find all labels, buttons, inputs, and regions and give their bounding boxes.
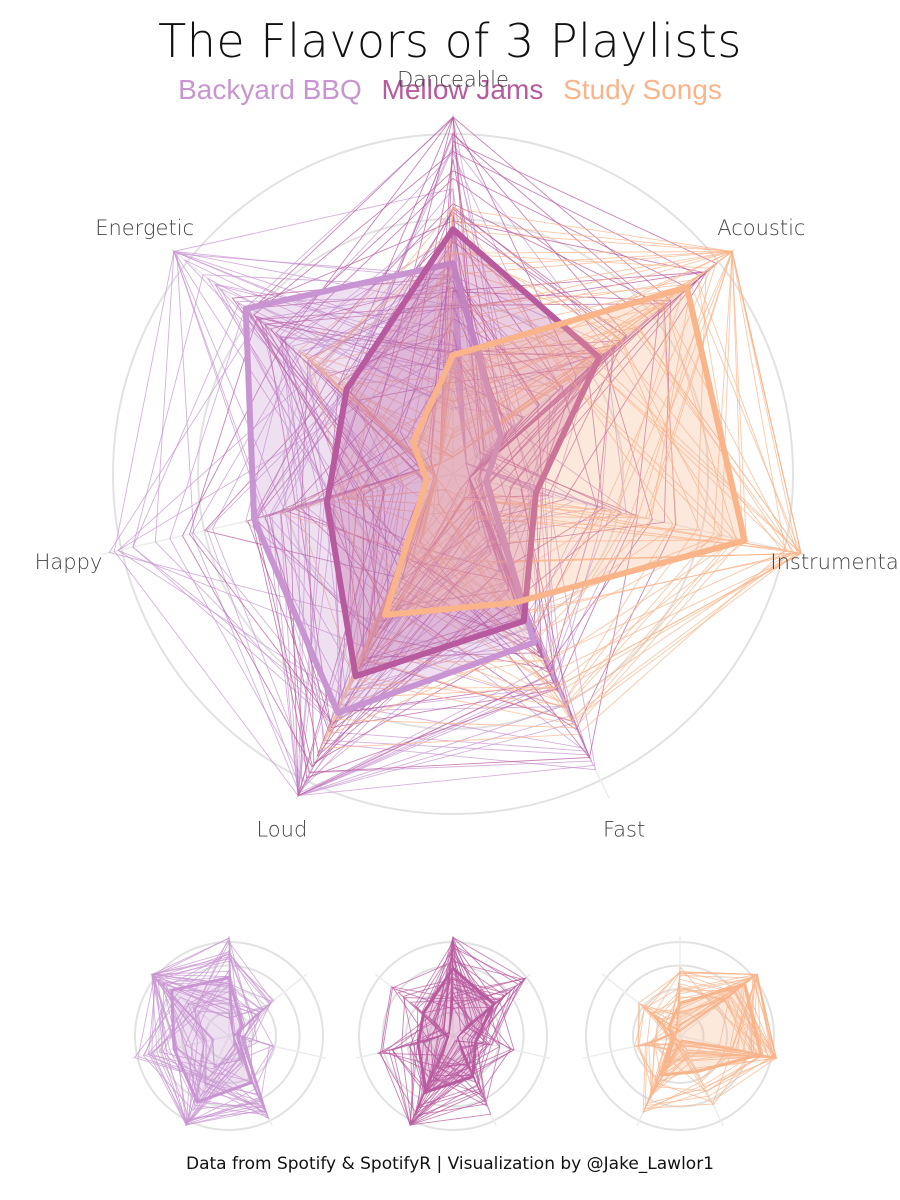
small-backyard-bbq-series-backyard-bbq [170,976,253,1104]
small-mellow-jams-track-line [378,947,478,1114]
main-track-line [320,207,733,664]
small-study-songs-track-line [649,985,744,1099]
legend-entry-study-songs: Study Songs [563,74,722,105]
small-mellow-jams-track-line [381,961,525,1103]
small-study-songs-track-line [667,999,778,1059]
main-track-line [325,283,692,737]
small-mellow-jams-track-line [377,941,489,1069]
main-track-line [297,235,574,797]
small-study-songs-track-line [649,996,778,1059]
main-track-line [284,177,649,629]
main-track-line [327,366,604,572]
small-study-songs-series-study-songs [659,982,763,1077]
small-mellow-jams-series-mellow-jams [416,966,495,1094]
small-study-songs-track-line [653,983,746,1092]
caption: Data from Spotify & SpotifyR | Visualiza… [186,1154,714,1174]
main-track-line [352,339,724,709]
small-study-songs-track-line [657,977,754,1062]
small-mellow-jams-track-line [423,948,489,1069]
legend-entry-backyard-bbq: Backyard BBQ [178,74,362,105]
small-mellow-jams-track-line [409,943,519,1095]
small-backyard-bbq-track-line [186,1002,265,1110]
main-track-line [290,353,606,798]
main-track-line [254,240,653,669]
axis-label-energetic: Energetic [95,216,194,240]
axis-label-acoustic: Acoustic [717,216,805,240]
main-track-line [339,250,733,618]
main-track-line [417,211,721,615]
main-track-line [330,378,674,704]
main-track-line [300,287,543,641]
small-backyard-bbq-track-line [152,975,274,1082]
small-study-songs-track-line [639,975,756,1106]
main-track-line [314,250,786,743]
main-track-line [363,204,734,722]
main-track-line [251,330,639,773]
main-track-line [399,270,541,581]
axis-label-loud: Loud [256,817,307,841]
small-backyard-bbq-track-line [161,975,243,1097]
small-study-songs-track-line [633,995,777,1088]
main-track-line [172,250,556,797]
small-mellow-jams-track-line [426,986,491,1091]
main-series-mellow-jams [324,226,603,680]
main-track-line [253,315,615,797]
axis-label-danceable: Danceable [397,68,509,92]
main-series-study-songs [382,284,748,618]
main-track-line [397,231,562,674]
small-backyard-bbq-track-line [150,973,241,1068]
small-study-songs-spoke [582,1035,681,1059]
axis-label-instrumental: Instrumental [770,550,900,574]
main-track-line [271,134,633,797]
main-track-line [331,300,803,555]
axis-label-happy: Happy [35,550,103,574]
small-mellow-jams-track-line [414,1006,515,1116]
main-track-line [344,359,802,699]
main-track-line [181,115,500,768]
main-track-line [304,203,676,731]
main-track-line [253,150,702,723]
axis-label-fast: Fast [603,817,645,841]
small-study-songs-track-line [637,972,777,1103]
legend: Backyard BBQ Mellow Jams Study Songs [0,74,900,106]
main-track-line [315,240,701,570]
small-mellow-jams-track-line [434,962,489,1067]
main-track-line [297,230,733,707]
legend-entry-mellow-jams: Mellow Jams [381,74,544,105]
small-mellow-jams-track-line [410,956,501,1125]
main-track-line [214,283,566,712]
main-track-line [247,213,623,733]
main-track-line [254,211,616,767]
small-mellow-jams-track-line [409,998,515,1126]
main-track-line [308,317,598,764]
main-series-backyard-bbq [242,260,538,716]
chart-title: The Flavors of 3 Playlists [158,14,742,68]
main-track-line [203,115,577,659]
